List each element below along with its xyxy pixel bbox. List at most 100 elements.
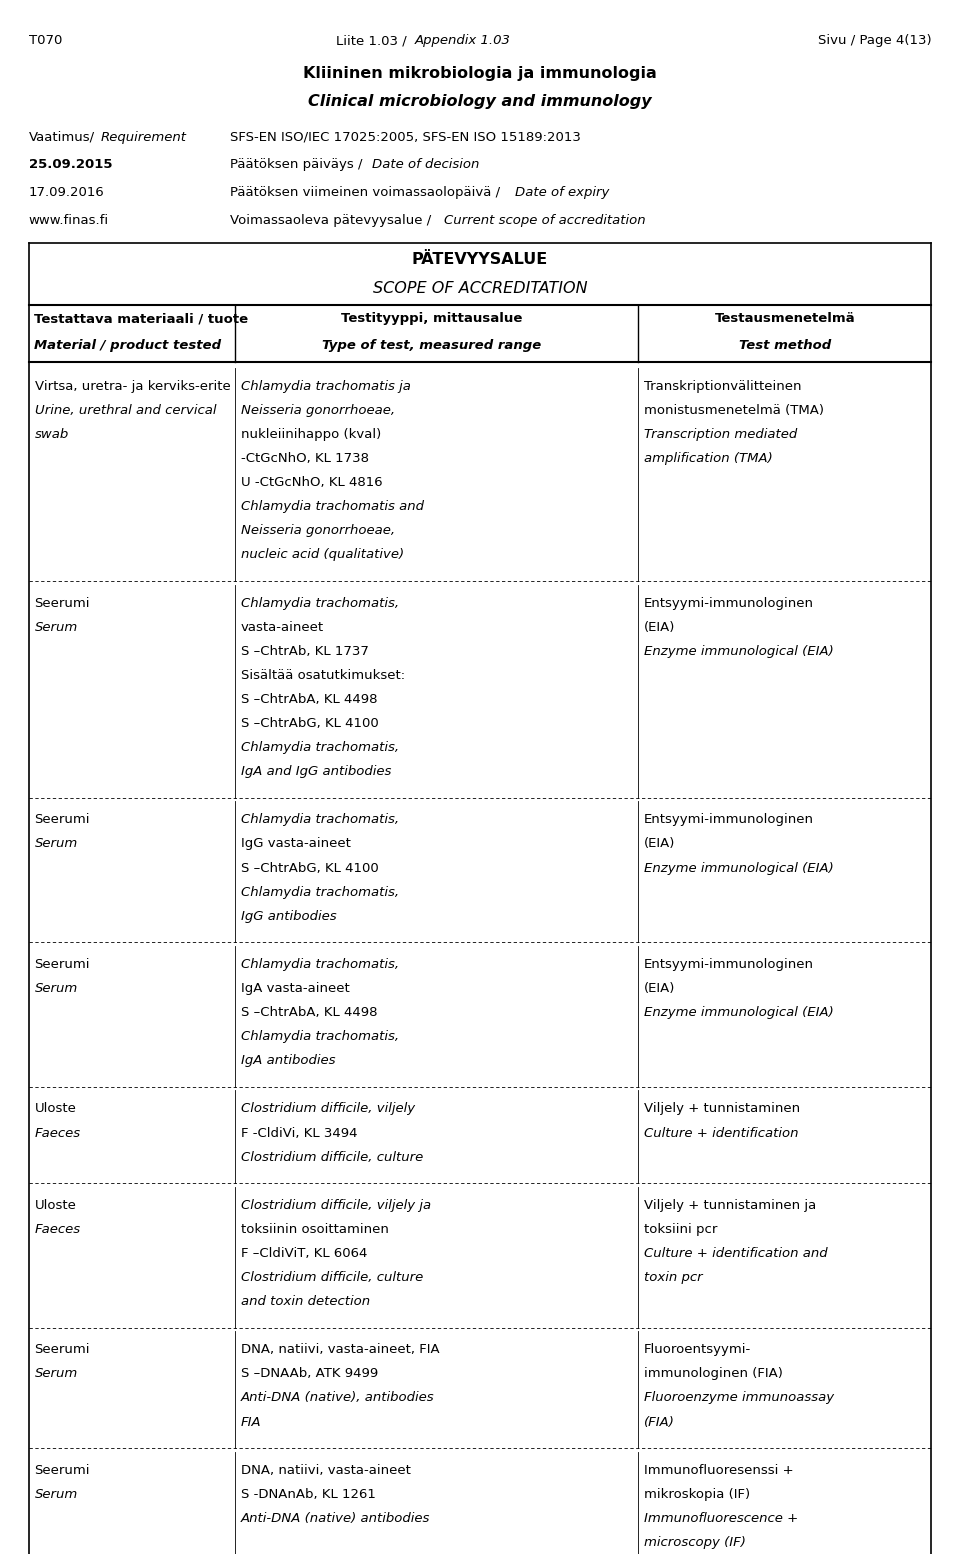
Text: nucleic acid (qualitative): nucleic acid (qualitative) xyxy=(241,549,404,561)
Text: Clostridium difficile, culture: Clostridium difficile, culture xyxy=(241,1271,423,1284)
Text: Material / product tested: Material / product tested xyxy=(34,339,221,351)
Text: Päätöksen päiväys /: Päätöksen päiväys / xyxy=(230,159,367,171)
Text: DNA, natiivi, vasta-aineet: DNA, natiivi, vasta-aineet xyxy=(241,1464,411,1476)
Text: Serum: Serum xyxy=(35,838,78,850)
Text: Chlamydia trachomatis,: Chlamydia trachomatis, xyxy=(241,741,399,754)
Text: Date of decision: Date of decision xyxy=(372,159,480,171)
Text: Uloste: Uloste xyxy=(35,1102,77,1116)
Text: DNA, natiivi, vasta-aineet, FIA: DNA, natiivi, vasta-aineet, FIA xyxy=(241,1343,440,1357)
Text: Seerumi: Seerumi xyxy=(35,813,90,827)
Text: Faeces: Faeces xyxy=(35,1223,81,1235)
Text: Culture + identification: Culture + identification xyxy=(644,1127,799,1139)
Text: Test method: Test method xyxy=(738,339,831,351)
Text: (EIA): (EIA) xyxy=(644,620,676,634)
Text: Enzyme immunological (EIA): Enzyme immunological (EIA) xyxy=(644,861,834,875)
Text: swab: swab xyxy=(35,427,69,441)
Text: F –CldiViT, KL 6064: F –CldiViT, KL 6064 xyxy=(241,1246,368,1260)
Text: Seerumi: Seerumi xyxy=(35,1343,90,1357)
Text: Testityyppi, mittausalue: Testityyppi, mittausalue xyxy=(342,312,522,325)
Text: Seerumi: Seerumi xyxy=(35,1464,90,1476)
Text: Chlamydia trachomatis,: Chlamydia trachomatis, xyxy=(241,813,399,827)
Text: -CtGcNhO, KL 1738: -CtGcNhO, KL 1738 xyxy=(241,452,369,465)
Text: IgG antibodies: IgG antibodies xyxy=(241,909,337,923)
Text: (FIA): (FIA) xyxy=(644,1416,675,1428)
Text: Enzyme immunological (EIA): Enzyme immunological (EIA) xyxy=(644,1005,834,1019)
Text: Anti-DNA (native), antibodies: Anti-DNA (native), antibodies xyxy=(241,1391,435,1405)
Text: Seerumi: Seerumi xyxy=(35,597,90,609)
Text: S –ChtrAb, KL 1737: S –ChtrAb, KL 1737 xyxy=(241,645,369,657)
Text: Faeces: Faeces xyxy=(35,1127,81,1139)
Text: Chlamydia trachomatis,: Chlamydia trachomatis, xyxy=(241,886,399,898)
Text: Kliininen mikrobiologia ja immunologia: Kliininen mikrobiologia ja immunologia xyxy=(303,65,657,81)
Text: Entsyymi-immunologinen: Entsyymi-immunologinen xyxy=(644,813,814,827)
Text: and toxin detection: and toxin detection xyxy=(241,1294,371,1308)
Text: Fluoroentsyymi-: Fluoroentsyymi- xyxy=(644,1343,752,1357)
Text: T070: T070 xyxy=(29,34,62,47)
Text: Viljely + tunnistaminen: Viljely + tunnistaminen xyxy=(644,1102,801,1116)
Text: Entsyymi-immunologinen: Entsyymi-immunologinen xyxy=(644,597,814,609)
Text: immunologinen (FIA): immunologinen (FIA) xyxy=(644,1368,783,1380)
Text: S –DNAAb, ATK 9499: S –DNAAb, ATK 9499 xyxy=(241,1368,378,1380)
Text: Päätöksen viimeinen voimassaolopäivä /: Päätöksen viimeinen voimassaolopäivä / xyxy=(230,186,505,199)
Text: nukleiinihappo (kval): nukleiinihappo (kval) xyxy=(241,427,381,441)
Text: Serum: Serum xyxy=(35,620,78,634)
Text: IgA and IgG antibodies: IgA and IgG antibodies xyxy=(241,765,392,779)
Text: toksiini pcr: toksiini pcr xyxy=(644,1223,717,1235)
Text: amplification (TMA): amplification (TMA) xyxy=(644,452,773,465)
Text: Chlamydia trachomatis ja: Chlamydia trachomatis ja xyxy=(241,379,411,393)
Text: Chlamydia trachomatis,: Chlamydia trachomatis, xyxy=(241,957,399,971)
Text: Transcription mediated: Transcription mediated xyxy=(644,427,798,441)
Text: Immunofluoresenssi +: Immunofluoresenssi + xyxy=(644,1464,794,1476)
Text: SCOPE OF ACCREDITATION: SCOPE OF ACCREDITATION xyxy=(372,281,588,297)
Text: Urine, urethral and cervical: Urine, urethral and cervical xyxy=(35,404,216,416)
Text: mikroskopia (IF): mikroskopia (IF) xyxy=(644,1487,751,1501)
Text: (EIA): (EIA) xyxy=(644,982,676,995)
Text: Voimassaoleva pätevyysalue /: Voimassaoleva pätevyysalue / xyxy=(230,213,436,227)
Text: S –ChtrAbA, KL 4498: S –ChtrAbA, KL 4498 xyxy=(241,1005,377,1019)
Text: Testausmenetelmä: Testausmenetelmä xyxy=(714,312,855,325)
Text: Type of test, measured range: Type of test, measured range xyxy=(323,339,541,351)
Text: S –ChtrAbG, KL 4100: S –ChtrAbG, KL 4100 xyxy=(241,716,378,730)
Text: FIA: FIA xyxy=(241,1416,261,1428)
Text: 25.09.2015: 25.09.2015 xyxy=(29,159,112,171)
Text: Serum: Serum xyxy=(35,982,78,995)
Text: Clostridium difficile, viljely: Clostridium difficile, viljely xyxy=(241,1102,415,1116)
Text: Current scope of accreditation: Current scope of accreditation xyxy=(444,213,645,227)
Text: Neisseria gonorrhoeae,: Neisseria gonorrhoeae, xyxy=(241,524,396,538)
Text: Clostridium difficile, viljely ja: Clostridium difficile, viljely ja xyxy=(241,1198,431,1212)
Text: Chlamydia trachomatis and: Chlamydia trachomatis and xyxy=(241,500,424,513)
Text: U -CtGcNhO, KL 4816: U -CtGcNhO, KL 4816 xyxy=(241,476,383,490)
Text: www.finas.fi: www.finas.fi xyxy=(29,213,108,227)
Text: S –ChtrAbG, KL 4100: S –ChtrAbG, KL 4100 xyxy=(241,861,378,875)
Text: S -DNAnAb, KL 1261: S -DNAnAb, KL 1261 xyxy=(241,1487,375,1501)
Text: Sisältää osatutkimukset:: Sisältää osatutkimukset: xyxy=(241,668,405,682)
Text: Serum: Serum xyxy=(35,1487,78,1501)
Text: Neisseria gonorrhoeae,: Neisseria gonorrhoeae, xyxy=(241,404,396,416)
Text: Vaatimus/: Vaatimus/ xyxy=(29,131,95,143)
Text: Appendix 1.03: Appendix 1.03 xyxy=(415,34,511,47)
Text: Viljely + tunnistaminen ja: Viljely + tunnistaminen ja xyxy=(644,1198,816,1212)
Text: PÄTEVYYSALUE: PÄTEVYYSALUE xyxy=(412,252,548,267)
Text: Transkriptionvälitteinen: Transkriptionvälitteinen xyxy=(644,379,802,393)
Text: S –ChtrAbA, KL 4498: S –ChtrAbA, KL 4498 xyxy=(241,693,377,706)
Text: monistusmenetelmä (TMA): monistusmenetelmä (TMA) xyxy=(644,404,824,416)
Text: SFS-EN ISO/IEC 17025:2005, SFS-EN ISO 15189:2013: SFS-EN ISO/IEC 17025:2005, SFS-EN ISO 15… xyxy=(230,131,581,143)
Text: Entsyymi-immunologinen: Entsyymi-immunologinen xyxy=(644,957,814,971)
Text: Sivu / Page 4(13): Sivu / Page 4(13) xyxy=(818,34,931,47)
Text: (EIA): (EIA) xyxy=(644,838,676,850)
Text: Chlamydia trachomatis,: Chlamydia trachomatis, xyxy=(241,597,399,609)
Text: Liite 1.03 /: Liite 1.03 / xyxy=(336,34,411,47)
Text: Testattava materiaali / tuote: Testattava materiaali / tuote xyxy=(34,312,248,325)
Text: 17.09.2016: 17.09.2016 xyxy=(29,186,105,199)
Text: microscopy (IF): microscopy (IF) xyxy=(644,1535,746,1549)
Text: Immunofluorescence +: Immunofluorescence + xyxy=(644,1512,799,1524)
Text: Clinical microbiology and immunology: Clinical microbiology and immunology xyxy=(308,95,652,109)
Text: toxin pcr: toxin pcr xyxy=(644,1271,703,1284)
Text: Culture + identification and: Culture + identification and xyxy=(644,1246,828,1260)
Text: vasta-aineet: vasta-aineet xyxy=(241,620,324,634)
Text: Serum: Serum xyxy=(35,1368,78,1380)
Text: Fluoroenzyme immunoassay: Fluoroenzyme immunoassay xyxy=(644,1391,834,1405)
Text: Requirement: Requirement xyxy=(101,131,187,143)
Text: Enzyme immunological (EIA): Enzyme immunological (EIA) xyxy=(644,645,834,657)
Text: IgA antibodies: IgA antibodies xyxy=(241,1054,335,1068)
